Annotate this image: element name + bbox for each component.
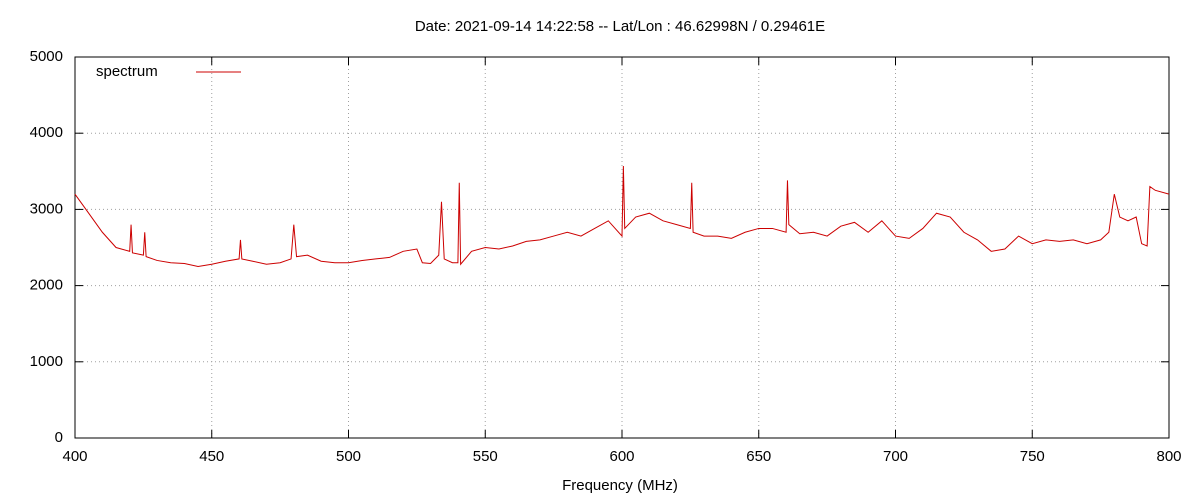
spectrum-line	[74, 165, 1170, 268]
plot-frame	[74, 56, 1170, 439]
x-tick-label: 450	[199, 448, 224, 465]
x-tick-label: 800	[1156, 448, 1181, 465]
legend-label: spectrum	[96, 63, 158, 80]
y-tick-label: 1000	[30, 353, 63, 370]
x-tick-label: 550	[473, 448, 498, 465]
x-tick-label: 600	[609, 448, 634, 465]
x-tick-label: 400	[62, 448, 87, 465]
y-tick-label: 0	[55, 429, 63, 446]
y-tick-label: 3000	[30, 200, 63, 217]
y-tick-label: 4000	[30, 124, 63, 141]
chart-title: Date: 2021-09-14 14:22:58 -- Lat/Lon : 4…	[415, 18, 825, 35]
x-tick-label: 500	[336, 448, 361, 465]
x-tick-label: 650	[746, 448, 771, 465]
x-tick-label: 700	[883, 448, 908, 465]
y-tick-label: 5000	[30, 48, 63, 65]
x-axis-label: Frequency (MHz)	[562, 477, 678, 494]
x-tick-label: 750	[1020, 448, 1045, 465]
y-tick-label: 2000	[30, 277, 63, 294]
